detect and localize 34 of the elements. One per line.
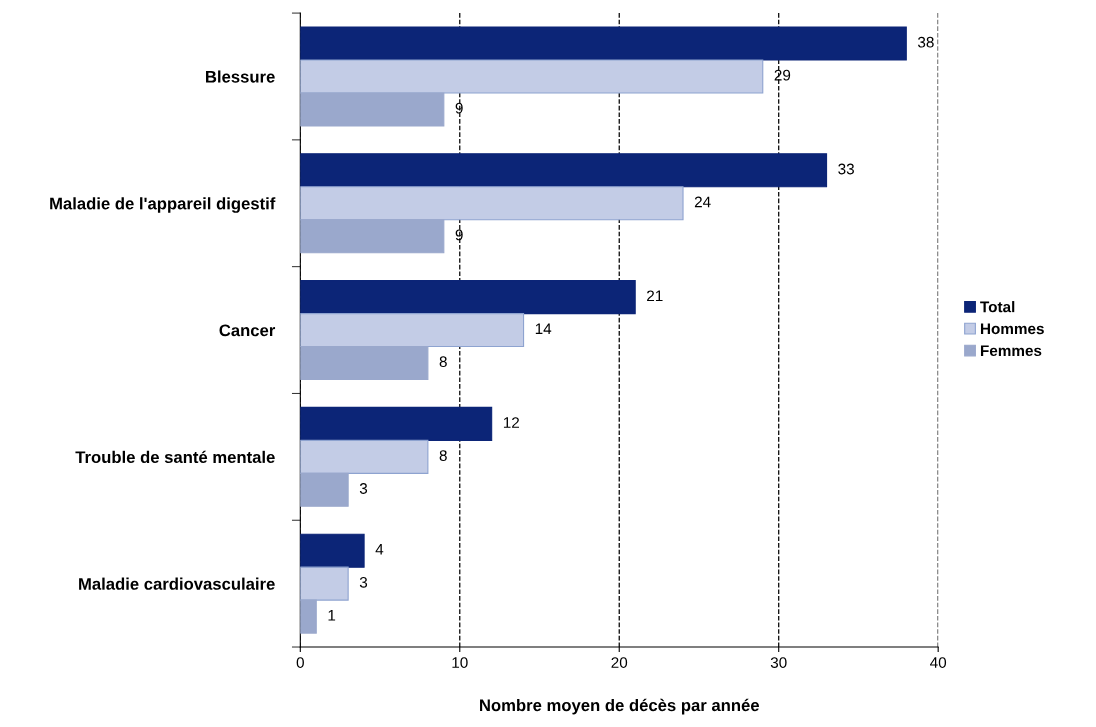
- y-tick-label: Trouble de santé mentale: [75, 450, 275, 464]
- data-label: 33: [838, 163, 854, 175]
- data-label: 14: [535, 323, 552, 335]
- x-tick-label: 40: [930, 657, 947, 668]
- data-label: 12: [503, 417, 519, 428]
- data-label: 29: [774, 69, 791, 81]
- bar: [300, 533, 365, 568]
- bar: [300, 280, 636, 315]
- x-tick-label: 20: [611, 657, 628, 668]
- data-label: 9: [455, 102, 463, 114]
- data-label: 21: [647, 290, 663, 302]
- y-tick-label: Maladie de l'appareil digestif: [50, 197, 276, 213]
- data-label: 4: [375, 544, 384, 555]
- x-tick-label: 10: [452, 657, 468, 668]
- bar: [300, 26, 907, 61]
- data-label: 38: [917, 36, 934, 48]
- data-label: 8: [439, 356, 447, 368]
- data-label: 3: [359, 483, 368, 494]
- data-label: 24: [694, 196, 711, 208]
- data-label: 8: [439, 450, 447, 461]
- y-tick-label: Maladie cardiovasculaire: [79, 577, 275, 590]
- data-label: 1: [328, 610, 336, 621]
- data-label: 9: [455, 229, 463, 241]
- y-tick-label: Cancer: [219, 324, 276, 337]
- bar: [300, 406, 493, 441]
- legend-label: Total: [980, 301, 1015, 313]
- bar: [300, 153, 828, 188]
- legend-label: Hommes: [980, 323, 1044, 335]
- x-tick-label: 0: [296, 657, 304, 668]
- x-tick-label: 30: [770, 657, 787, 668]
- y-tick-label: Blessure: [206, 70, 275, 83]
- x-axis-title: Nombre moyen de décès par année: [480, 698, 760, 715]
- data-label: 3: [359, 576, 368, 588]
- legend-label: Femmes: [980, 345, 1042, 357]
